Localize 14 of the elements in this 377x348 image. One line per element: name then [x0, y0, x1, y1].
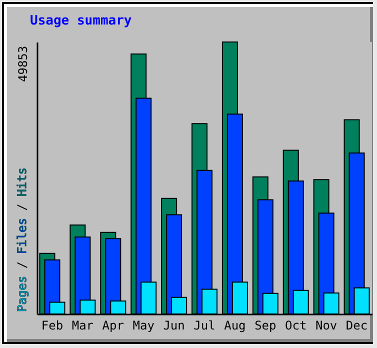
x-tick-label: Sep: [254, 318, 276, 332]
x-tick-label: Nov: [315, 318, 338, 332]
text: 49853: [16, 46, 30, 82]
chart-title: Usage summary: [30, 14, 132, 28]
x-tick-label: Apr: [102, 318, 124, 332]
x-tick-label: Dec: [346, 318, 368, 332]
x-tick-label: Aug: [224, 318, 246, 332]
x-tick-label: Feb: [41, 318, 64, 332]
y-axis-title: Pages / Files / Hits: [15, 167, 29, 312]
x-tick-label: Oct: [285, 318, 307, 332]
x-tick-label: Jun: [163, 318, 185, 332]
x-tick-label: Jul: [194, 318, 216, 332]
x-tick-label: May: [132, 318, 154, 332]
x-tick-label: Mar: [72, 318, 94, 332]
